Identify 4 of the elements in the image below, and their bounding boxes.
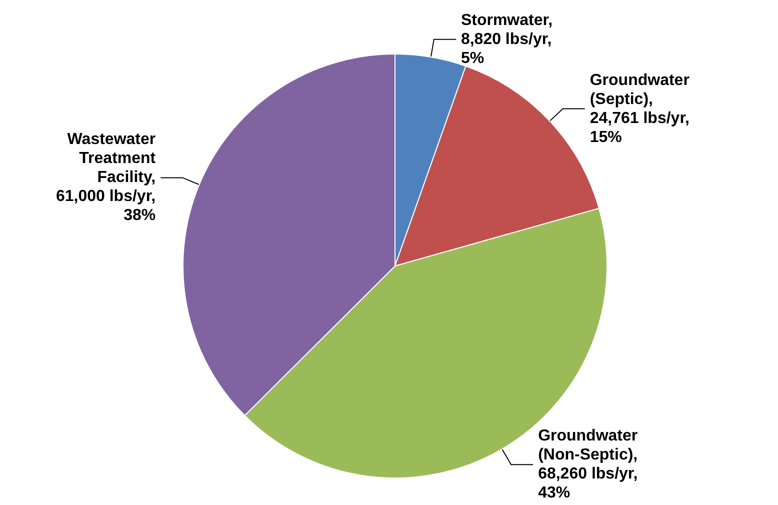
slice-label: Groundwater (Septic), 24,761 lbs/yr, 15% (590, 72, 690, 146)
slice-label: Wastewater Treatment Facility, 61,000 lbs/yr, 38% (56, 131, 156, 224)
slice-label: Stormwater, 8,820 lbs/yr, 5% (460, 12, 553, 67)
slice-label: Groundwater (Non-Septic), 68,260 lbs/yr, 43% (538, 428, 638, 502)
